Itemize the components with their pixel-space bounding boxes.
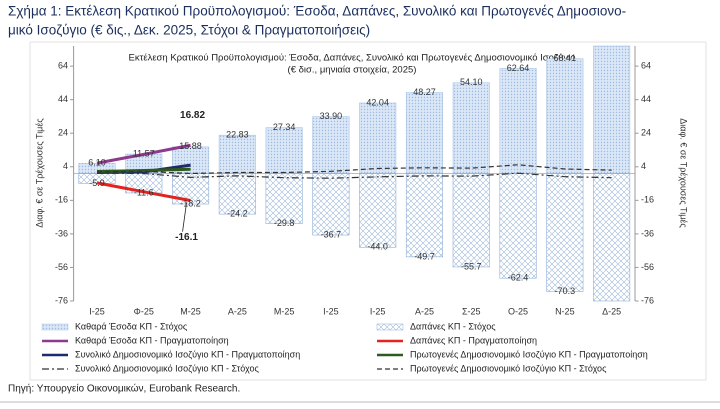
legend-label: Καθαρά Έσοδα ΚΠ - Στόχος	[75, 321, 188, 331]
data-label: -55.7	[461, 261, 482, 271]
line-series	[96, 181, 191, 202]
chart-frame	[29, 41, 707, 381]
data-label: -36.7	[321, 229, 342, 239]
data-label: -24.2	[227, 208, 248, 218]
data-label: -16.1	[175, 232, 198, 243]
bar	[593, 45, 631, 174]
bar	[312, 116, 350, 174]
y2-tick-label: -16	[641, 195, 654, 205]
y2-axis-label: Διαφ. € σε Τρέχουσες Τιμές	[679, 118, 689, 228]
x-tick-label: Ν-25	[555, 306, 575, 316]
x-tick-label: Ι-25	[323, 306, 339, 316]
bar	[593, 173, 631, 302]
y2-tick-label: 24	[641, 128, 651, 138]
data-label: 68.41	[554, 53, 577, 63]
data-label: -29.8	[274, 218, 295, 228]
data-label: 22.83	[226, 130, 249, 140]
legend-label: Πρωτογενές Δημοσιονομικό Ισοζύγιο ΚΠ - Σ…	[410, 363, 607, 373]
y2-tick-label: -76	[641, 295, 654, 305]
bar	[218, 134, 256, 174]
x-tick-label: Δ-25	[602, 306, 621, 316]
bar	[359, 102, 397, 174]
leader-line	[182, 202, 187, 232]
data-label: 42.04	[366, 97, 389, 107]
bar	[312, 173, 350, 236]
data-label: -49.7	[414, 251, 435, 261]
bar	[359, 173, 397, 248]
legend-label: Καθαρά Έσοδα ΚΠ - Πραγματοποίηση	[75, 335, 229, 345]
legend-swatch	[41, 323, 69, 331]
x-tick-label: Ο-25	[508, 306, 528, 316]
data-label: -70.3	[555, 286, 576, 296]
bar	[452, 173, 490, 268]
bar	[499, 68, 537, 174]
x-tick-label: Σ-25	[462, 306, 481, 316]
x-tick-label: Φ-25	[134, 306, 154, 316]
line-series	[96, 143, 191, 165]
y2-tick-label: 4	[641, 161, 646, 171]
x-tick-label: Α-25	[415, 306, 434, 316]
data-label: 54.10	[460, 77, 483, 87]
bar	[452, 82, 490, 174]
line-series	[96, 167, 191, 173]
y-tick-label: 4	[63, 161, 68, 171]
x-tick-label: Ι-25	[370, 306, 386, 316]
bar	[405, 92, 444, 174]
y-tick-label: 24	[58, 128, 68, 138]
figure-title: Σχήμα 1: Εκτέλεση Κρατικού Προϋπολογισμο…	[8, 4, 626, 19]
source: Πηγή: Υπουργείο Οικονομικών, Eurobank Re…	[8, 383, 240, 395]
x-tick-label: Ι-25	[89, 306, 105, 316]
legend-label: Δαπάνες ΚΠ - Στόχος	[410, 321, 496, 331]
legend-label: Συνολικό Δημοσιονομικό Ισοζύγιο ΚΠ - Στό…	[75, 363, 259, 373]
y-tick-label: 64	[58, 61, 68, 71]
x-tick-label: Α-25	[228, 306, 247, 316]
y-tick-label: -56	[55, 262, 68, 272]
data-label: 48.27	[413, 87, 436, 97]
legend-label: Δαπάνες ΚΠ - Πραγματοποίηση	[410, 335, 537, 345]
data-label: -18.2	[180, 198, 201, 208]
legend-swatch	[376, 323, 404, 331]
legend-label: Πρωτογενές Δημοσιονομικό Ισοζύγιο ΚΠ - Π…	[410, 349, 648, 359]
y2-tick-label: 44	[641, 94, 651, 104]
data-label: 27.34	[273, 122, 296, 132]
chart-subtitle: (€ δισ., μηνιαία στοιχεία, 2025)	[288, 65, 417, 76]
bar	[546, 58, 584, 174]
bar	[265, 127, 303, 174]
bar	[546, 173, 584, 292]
data-label: 33.90	[320, 111, 343, 121]
y-tick-label: -76	[55, 295, 68, 305]
data-label: 16.82	[180, 110, 205, 121]
chart-title: Εκτέλεση Κρατικού Προϋπολογισμού: Έσοδα,…	[129, 53, 576, 64]
y-tick-label: 44	[58, 94, 68, 104]
figure-title: μικό Ισοζύγιο (€ δις., Δεκ. 2025, Στόχοι…	[8, 23, 370, 38]
y-tick-label: -36	[55, 228, 68, 238]
x-tick-label: Μ-25	[180, 306, 201, 316]
data-label: 62.64	[507, 63, 530, 73]
y-axis-label: Διαφ. € σε Τρέχουσες Τιμές	[34, 118, 44, 228]
data-label: -11.6	[134, 187, 154, 197]
data-label: 6.10	[88, 158, 106, 168]
data-label: -62.4	[508, 273, 529, 283]
data-label: 15.88	[179, 141, 202, 151]
legend-label: Συνολικό Δημοσιονομικό Ισοζύγιο ΚΠ - Πρα…	[75, 349, 300, 359]
data-label: 11.57	[133, 148, 155, 158]
x-tick-label: Μ-25	[274, 306, 295, 316]
data-label: -5.9	[89, 178, 105, 188]
bar	[218, 173, 256, 215]
data-label: -44.0	[367, 242, 388, 252]
bar	[265, 173, 303, 224]
y-tick-label: -16	[55, 195, 68, 205]
y2-tick-label: -56	[641, 262, 654, 272]
bar	[499, 173, 537, 279]
line-series	[96, 172, 612, 179]
line-series	[96, 164, 612, 175]
y2-tick-label: 64	[641, 61, 651, 71]
bar	[405, 173, 444, 258]
y2-tick-label: -36	[641, 228, 654, 238]
